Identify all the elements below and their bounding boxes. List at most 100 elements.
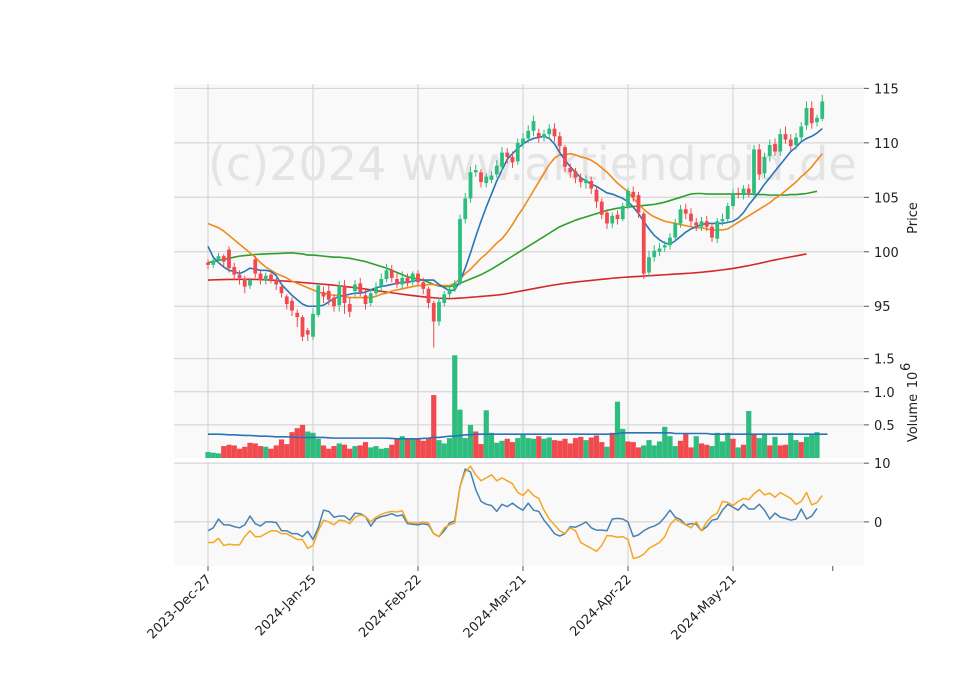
volume-bar (536, 436, 542, 458)
candle-body (636, 195, 641, 213)
candle-body (746, 188, 751, 193)
volume-exponent-base: 10 (906, 372, 921, 389)
candle-body (762, 156, 767, 174)
candle-body (263, 275, 268, 281)
volume-bar (614, 401, 621, 458)
candle-body (363, 295, 368, 305)
candle-body (505, 152, 510, 157)
candle-body (594, 189, 599, 202)
candle-body (752, 149, 756, 193)
candle-body (573, 171, 578, 178)
volume-bar (273, 445, 279, 458)
candle-body (599, 201, 604, 215)
candle-body (552, 128, 557, 137)
candle-body (515, 142, 520, 162)
candle-body (647, 257, 651, 273)
volume-bar (557, 440, 563, 458)
candle-body (500, 152, 504, 167)
volume-bar (515, 438, 521, 458)
volume-bar (520, 434, 526, 458)
candle-body (589, 180, 594, 189)
candle-body (794, 137, 798, 146)
volume-bar (761, 433, 768, 458)
volume-bar (683, 433, 689, 458)
volume-bar (704, 444, 710, 458)
ma-fast-line (207, 128, 823, 308)
candle-body (395, 279, 399, 285)
candle-body (783, 134, 788, 140)
volume-bar (284, 444, 290, 458)
volume-ma-line (208, 432, 828, 440)
candle-body (662, 245, 667, 248)
candle-body (715, 221, 720, 239)
volume-bar (788, 432, 794, 458)
volume-bar (341, 444, 348, 458)
volume-bar (494, 442, 500, 458)
oscillator-line-2 (208, 465, 823, 560)
volume-bar (609, 432, 615, 458)
volume-bar (604, 446, 610, 458)
candle-body (605, 212, 609, 224)
candle-body (547, 128, 552, 135)
volume-bar (656, 441, 663, 458)
candle-body (400, 277, 405, 285)
volume-bar (378, 448, 384, 458)
volume-bar (446, 438, 453, 458)
candle-body (269, 274, 273, 280)
candle-body (384, 270, 389, 280)
oscillator-tick-label: 10 (874, 457, 891, 472)
volume-bar (294, 428, 300, 458)
volume-bar (725, 432, 731, 458)
candle-body (699, 221, 704, 227)
candle-body (526, 130, 531, 139)
volume-bar (415, 439, 421, 458)
candle-body (631, 191, 636, 198)
volume-bar (221, 446, 227, 458)
candle-body (368, 293, 373, 303)
candle-body (337, 285, 342, 306)
candle-body (584, 179, 588, 184)
candle-body (578, 177, 583, 183)
volume-bar (252, 443, 258, 458)
volume-bar (714, 432, 720, 458)
volume-bar (688, 447, 694, 458)
volume-bar (662, 426, 668, 458)
volume-bar (530, 438, 537, 458)
candle-body (820, 101, 825, 119)
candle-body (316, 285, 321, 315)
candle-body (531, 121, 536, 131)
candle-body (237, 274, 242, 278)
volume-bar (625, 441, 631, 458)
candle-body (284, 296, 289, 305)
volume-bar (210, 452, 216, 458)
candle-body (305, 330, 310, 335)
volume-bar (525, 438, 531, 458)
price-tick-label: 110 (874, 137, 899, 152)
candle-body (736, 192, 741, 195)
candle-body (463, 198, 468, 220)
volume-bar (257, 446, 264, 458)
volume-bar (242, 446, 248, 458)
volume-bar (289, 432, 295, 458)
volume-bar (473, 431, 479, 458)
volume-bar (777, 445, 783, 458)
volume-bar (383, 448, 390, 458)
candle-body (620, 206, 625, 220)
candle-body (542, 134, 546, 138)
volume-bar (735, 447, 741, 458)
candle-body (311, 313, 315, 337)
candle-body (815, 117, 819, 123)
candle-body (799, 126, 804, 138)
volume-bar (362, 442, 369, 458)
candle-body (274, 280, 279, 285)
candle-body (689, 213, 693, 222)
volume-bar (803, 436, 810, 458)
volume-bar (551, 440, 558, 458)
volume-bar (593, 435, 600, 458)
candle-body (615, 214, 620, 220)
volume-bar (347, 448, 353, 458)
candle-body (731, 192, 735, 207)
volume-bar (719, 441, 726, 458)
volume-bar (436, 440, 442, 458)
candle-body (258, 273, 263, 281)
